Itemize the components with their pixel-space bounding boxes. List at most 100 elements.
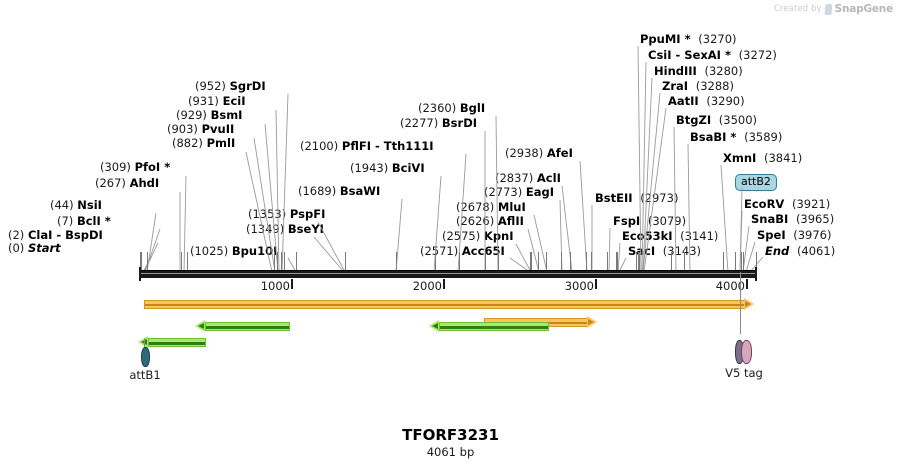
site-name: XmnI	[723, 151, 757, 165]
site-label-pvuii[interactable]: (903) PvuII	[167, 123, 234, 136]
site-label-pmli[interactable]: (882) PmlI	[172, 137, 235, 150]
site-label-bsawi[interactable]: (1689) BsaWI	[298, 185, 380, 198]
site-label-end[interactable]: End (4061)	[765, 245, 835, 258]
site-name: EcoRV	[744, 197, 785, 211]
site-name: PvuII	[201, 122, 235, 136]
site-position: (3921)	[792, 197, 831, 211]
site-name: BstEII	[595, 191, 633, 205]
site-label-pfoi[interactable]: (309) PfoI *	[100, 161, 170, 174]
site-label-kpni[interactable]: (2575) KpnI	[442, 230, 514, 243]
site-tick	[396, 252, 398, 272]
site-label-aflii[interactable]: (2626) AflII	[456, 215, 524, 228]
site-tick	[344, 252, 346, 272]
ruler-label-1000: 1000	[260, 279, 290, 293]
site-label-bsabi[interactable]: BsaBI * (3589)	[690, 131, 782, 144]
site-tick	[538, 252, 540, 272]
site-label-afei[interactable]: (2938) AfeI	[505, 147, 573, 160]
feature-arrowhead-right-icon	[744, 298, 754, 310]
site-tick	[722, 252, 724, 272]
feature-green-reverse-2[interactable]	[429, 320, 549, 332]
site-name: BglI	[459, 101, 486, 115]
site-tick	[741, 252, 743, 272]
feature-arrowhead-left-icon	[195, 320, 205, 332]
site-tick	[585, 252, 587, 272]
site-label-ahdi[interactable]: (267) AhdI	[95, 177, 159, 190]
site-label-eco53ki[interactable]: Eco53kI (3141)	[622, 230, 718, 243]
site-tick	[141, 252, 143, 272]
site-tick	[281, 252, 283, 272]
site-position: (3272)	[738, 48, 777, 62]
site-label-clai-bspdi[interactable]: (2) ClaI - BspDI	[8, 229, 103, 242]
site-label-btgzi[interactable]: BtgZI (3500)	[676, 114, 757, 127]
site-tick	[295, 252, 297, 272]
site-tick	[186, 252, 188, 272]
feature-arrowhead-right-icon	[587, 316, 597, 328]
site-position: (3280)	[704, 64, 743, 78]
site-label-eagi[interactable]: (2773) EagI	[484, 186, 554, 199]
site-label-spei[interactable]: SpeI (3976)	[757, 229, 832, 242]
site-label-snabi[interactable]: SnaBI (3965)	[751, 213, 834, 226]
site-label-pflfi-tth111i[interactable]: (2100) PflFI - Tth111I	[300, 140, 434, 153]
site-label-bgli[interactable]: (2360) BglI	[418, 102, 485, 115]
site-name: AhdI	[129, 176, 160, 190]
site-name: BsaBI	[690, 130, 727, 144]
site-label-bsrdi[interactable]: (2277) BsrDI	[400, 117, 477, 130]
ruler-label-3000: 3000	[564, 279, 594, 293]
site-name: PpuMI	[640, 32, 681, 46]
site-name: ZraI	[662, 79, 689, 93]
site-position: (2575)	[442, 229, 481, 243]
site-label-xmni[interactable]: XmnI (3841)	[723, 152, 802, 165]
feature-badge-attb2[interactable]: attB2	[735, 174, 777, 191]
site-name: HindIII	[654, 64, 697, 78]
site-name: PspFI	[289, 207, 326, 221]
site-label-zrai[interactable]: ZraI (3288)	[662, 80, 734, 93]
site-tick	[560, 252, 562, 272]
site-tick	[345, 252, 347, 272]
site-label-bsmi[interactable]: (929) BsmI	[176, 109, 242, 122]
site-position: (3141)	[680, 229, 719, 243]
site-label-saci[interactable]: SacI (3143)	[628, 245, 701, 258]
site-label-ppumi[interactable]: PpuMI * (3270)	[640, 33, 737, 46]
attb1-caption: attB1	[129, 368, 161, 382]
watermark-created-label: Created by	[773, 4, 822, 14]
site-tick	[607, 252, 608, 272]
site-label-bcli[interactable]: (7) BclI *	[57, 215, 111, 228]
star-marker: *	[720, 48, 731, 62]
site-label-nsii[interactable]: (44) NsiI	[50, 199, 102, 212]
site-label-pspfi[interactable]: (1353) PspFI	[248, 208, 325, 221]
site-position: (3589)	[744, 130, 783, 144]
site-label-hindiii[interactable]: HindIII (3280)	[654, 65, 743, 78]
attb1-glyph-icon	[141, 347, 150, 367]
site-label-ecorv[interactable]: EcoRV (3921)	[744, 198, 830, 211]
feature-core-line	[145, 304, 745, 306]
site-label-mlui[interactable]: (2678) MluI	[456, 201, 526, 214]
site-position: (2)	[8, 228, 25, 242]
site-label-start[interactable]: (0) Start	[8, 242, 61, 255]
feature-green-reverse-1[interactable]	[195, 320, 290, 332]
feature-orange-full-length[interactable]	[144, 298, 754, 310]
site-label-aatii[interactable]: AatII (3290)	[668, 95, 745, 108]
site-label-fspi[interactable]: FspI (3079)	[613, 215, 686, 228]
site-label-bseyi[interactable]: (1349) BseYI	[246, 223, 324, 236]
site-label-bstEII[interactable]: BstEII (2973)	[595, 192, 678, 205]
site-label-ecii[interactable]: (931) EciI	[188, 95, 246, 108]
site-label-acc65i[interactable]: (2571) Acc65I	[420, 245, 505, 258]
site-name: AatII	[668, 94, 699, 108]
sequence-backbone[interactable]	[139, 267, 757, 281]
site-label-sgrdi[interactable]: (952) SgrDI	[195, 80, 266, 93]
site-label-bpu10i[interactable]: (1025) Bpu10I	[190, 245, 277, 258]
site-label-csii-sexai[interactable]: CsiI - SexAI * (3272)	[648, 49, 777, 62]
site-name: Start	[27, 241, 61, 255]
feature-green-reverse-3[interactable]	[138, 336, 206, 348]
site-label-bcivi[interactable]: (1943) BciVI	[350, 162, 425, 175]
backbone-highlight	[140, 273, 756, 274]
site-position: (3143)	[662, 244, 702, 258]
backbone-start-cap	[139, 267, 141, 281]
site-position: (2773)	[484, 185, 523, 199]
v5-tag-stem	[740, 272, 741, 334]
site-position: (44)	[50, 198, 74, 212]
site-label-acli[interactable]: (2837) AclI	[495, 172, 561, 185]
site-position: (3288)	[695, 79, 734, 93]
feature-core-line	[149, 342, 205, 345]
site-name: BciVI	[391, 161, 425, 175]
